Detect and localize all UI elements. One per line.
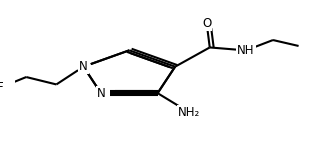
Text: NH₂: NH₂	[178, 106, 200, 119]
Text: O: O	[202, 17, 211, 30]
Text: NH: NH	[237, 44, 255, 57]
Text: N: N	[79, 60, 88, 73]
Text: N: N	[97, 87, 105, 100]
Text: F: F	[0, 81, 4, 94]
